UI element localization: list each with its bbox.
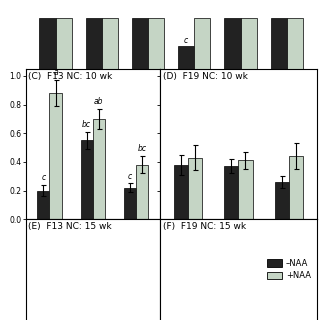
Bar: [136, 165, 148, 219]
Text: c: c: [41, 173, 45, 182]
Text: (C)  F13 NC: 10 wk: (C) F13 NC: 10 wk: [28, 72, 113, 81]
Bar: [275, 182, 289, 219]
Bar: [289, 156, 303, 219]
Bar: [124, 188, 136, 219]
Bar: [148, 18, 164, 69]
Bar: [37, 190, 50, 219]
Text: (E)  F13 NC: 15 wk: (E) F13 NC: 15 wk: [28, 222, 112, 231]
Text: (D)  F19 NC: 10 wk: (D) F19 NC: 10 wk: [163, 72, 248, 81]
Bar: [224, 166, 238, 219]
Bar: [86, 18, 102, 69]
Bar: [224, 18, 241, 69]
Bar: [287, 18, 303, 69]
Bar: [238, 160, 252, 219]
Text: bc: bc: [138, 144, 147, 153]
Text: ab: ab: [94, 97, 104, 106]
Bar: [102, 18, 118, 69]
Text: c: c: [128, 172, 132, 180]
Bar: [174, 165, 188, 219]
Bar: [132, 18, 148, 69]
Bar: [241, 18, 257, 69]
Bar: [93, 119, 105, 219]
Bar: [194, 18, 211, 69]
Bar: [188, 158, 202, 219]
Text: a: a: [53, 68, 58, 77]
Bar: [56, 18, 72, 69]
Legend: –NAA, +NAA: –NAA, +NAA: [263, 256, 314, 284]
Text: c: c: [184, 36, 188, 45]
Bar: [81, 140, 93, 219]
Bar: [50, 93, 61, 219]
Bar: [178, 46, 194, 69]
Text: bc: bc: [82, 120, 91, 129]
Bar: [39, 18, 56, 69]
Bar: [271, 18, 287, 69]
Text: (F)  F19 NC: 15 wk: (F) F19 NC: 15 wk: [163, 222, 246, 231]
